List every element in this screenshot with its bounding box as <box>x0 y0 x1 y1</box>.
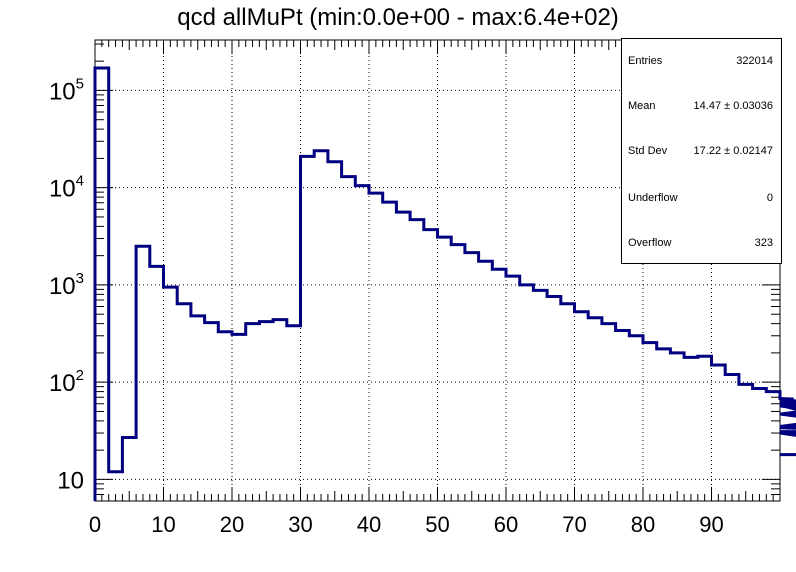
x-tick-label: 80 <box>631 512 655 537</box>
histogram-bar <box>725 374 739 501</box>
y-tick-label: 105 <box>49 75 84 105</box>
x-tick-label: 20 <box>220 512 244 537</box>
histogram-bar <box>616 330 630 501</box>
histogram-bar <box>259 322 273 501</box>
histogram-bar <box>739 384 753 501</box>
x-tick-label: 0 <box>89 512 101 537</box>
y-tick-label: 102 <box>49 367 84 397</box>
stats-box: Entries 322014 Mean 14.47 ± 0.03036 Std … <box>621 38 782 264</box>
x-tick-label: 40 <box>357 512 381 537</box>
histogram-bar <box>355 186 369 501</box>
histogram-bar <box>451 245 465 501</box>
histogram-bar <box>520 285 534 501</box>
histogram-bar <box>766 392 780 501</box>
histogram-bar <box>561 304 575 501</box>
x-tick-label: 30 <box>288 512 312 537</box>
stats-value: 14.47 ± 0.03036 <box>693 100 773 112</box>
histogram-bar <box>575 312 589 501</box>
histogram-bar <box>547 297 561 501</box>
histogram-bar <box>492 269 506 501</box>
histogram-bar <box>287 326 301 501</box>
stats-value: 17.22 ± 0.02147 <box>693 145 773 157</box>
histogram-bar <box>342 177 356 501</box>
x-tick-label: 70 <box>562 512 586 537</box>
stats-row-std-dev: Std Dev 17.22 ± 0.02147 <box>628 143 773 159</box>
histogram-bar <box>670 353 684 501</box>
histogram-bar <box>602 324 616 501</box>
stats-label: Mean <box>628 100 656 112</box>
histogram-bar <box>383 202 397 501</box>
histogram-bar <box>301 156 315 501</box>
stats-value: 322014 <box>736 55 773 67</box>
y-tick-label: 104 <box>49 173 84 203</box>
histogram-bar <box>588 318 602 501</box>
histogram-bar <box>438 237 452 501</box>
histogram-bar <box>465 253 479 501</box>
histogram-bar <box>410 220 424 501</box>
stats-value: 323 <box>754 237 773 249</box>
chart-title: qcd allMuPt (min:0.0e+00 - max:6.4e+02) <box>177 4 619 31</box>
histogram-bar <box>328 162 342 501</box>
histogram-bar <box>396 212 410 501</box>
stats-row-overflow: Overflow 323 <box>628 235 773 251</box>
histogram-bar <box>191 316 205 501</box>
stats-value: 0 <box>766 192 773 204</box>
histogram-bar <box>533 290 547 501</box>
histogram-series-line <box>93 66 796 501</box>
histogram-bar <box>164 287 178 501</box>
histogram-bar <box>712 365 726 501</box>
histogram-bar <box>177 304 191 501</box>
stats-label: Underflow <box>628 192 678 204</box>
histogram-bar <box>150 266 164 501</box>
x-tick-label: 90 <box>699 512 723 537</box>
stats-row-mean: Mean 14.47 ± 0.03036 <box>628 98 773 114</box>
histogram-bar <box>657 349 671 501</box>
histogram-bar <box>205 323 219 501</box>
histogram-bar <box>629 336 643 501</box>
y-tick-label: 103 <box>49 270 84 300</box>
x-tick-label: 50 <box>425 512 449 537</box>
x-tick-label: 10 <box>151 512 175 537</box>
histogram-bar <box>506 276 520 501</box>
histogram-bar <box>232 334 246 501</box>
histogram-bar <box>369 193 383 501</box>
histogram-bar <box>643 343 657 501</box>
histogram-bar <box>246 324 260 501</box>
histogram-bar <box>424 230 438 501</box>
stats-label: Overflow <box>628 237 672 249</box>
y-tick-label: 10 <box>57 467 84 494</box>
histogram-bar <box>314 151 328 501</box>
stats-row-underflow: Underflow 0 <box>628 190 773 206</box>
histogram-bar <box>479 261 493 501</box>
stats-label: Std Dev <box>628 145 668 157</box>
stats-label: Entries <box>628 55 663 67</box>
stats-row-entries: Entries 322014 <box>628 53 773 69</box>
x-tick-label: 60 <box>494 512 518 537</box>
histogram-bar <box>753 389 767 501</box>
histogram-bar <box>218 332 232 501</box>
histogram-bar <box>273 320 287 501</box>
